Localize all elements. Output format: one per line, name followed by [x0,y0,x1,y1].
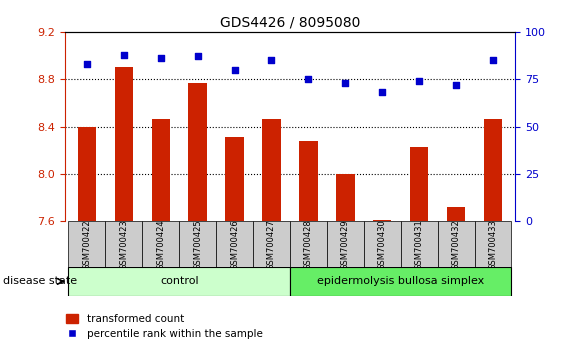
Point [304,76,313,82]
Text: GSM700429: GSM700429 [341,219,350,270]
Bar [364,221,401,267]
Bar [484,119,502,221]
Bar [105,221,142,267]
Point [267,57,276,63]
Point [341,80,350,86]
Point [82,61,91,67]
Point [452,82,461,88]
Bar [475,221,511,267]
Bar [262,119,281,221]
Bar [327,221,364,267]
Point [156,56,165,61]
Bar [290,267,511,296]
Point [193,54,202,59]
Bar [225,137,244,221]
Bar [401,221,437,267]
Text: GSM700424: GSM700424 [156,219,165,270]
Text: GSM700428: GSM700428 [304,219,313,270]
Text: epidermolysis bullosa simplex: epidermolysis bullosa simplex [317,276,484,286]
Bar [290,221,327,267]
Bar [437,221,475,267]
Bar [216,221,253,267]
Bar [179,221,216,267]
Point [489,57,498,63]
Text: GSM700433: GSM700433 [489,219,498,270]
Bar [410,147,428,221]
Text: GSM700422: GSM700422 [82,219,91,270]
Bar [373,220,391,221]
Bar [253,221,290,267]
Bar [78,127,96,221]
Title: GDS4426 / 8095080: GDS4426 / 8095080 [220,15,360,29]
Bar [142,221,179,267]
Text: GSM700427: GSM700427 [267,219,276,270]
Text: GSM700426: GSM700426 [230,219,239,270]
Text: GSM700432: GSM700432 [452,219,461,270]
Bar [151,119,170,221]
Text: GSM700423: GSM700423 [119,219,128,270]
Bar [447,207,465,221]
Text: GSM700425: GSM700425 [193,219,202,270]
Bar [69,221,105,267]
Point [230,67,239,73]
Text: disease state: disease state [3,276,77,286]
Text: GSM700431: GSM700431 [415,219,424,270]
Bar [69,267,290,296]
Legend: transformed count, percentile rank within the sample: transformed count, percentile rank withi… [61,310,266,343]
Point [378,90,387,95]
Bar [115,67,133,221]
Bar [336,174,355,221]
Text: GSM700430: GSM700430 [378,219,387,270]
Bar [189,83,207,221]
Point [415,78,424,84]
Bar [299,141,318,221]
Point [119,52,128,57]
Text: control: control [160,276,199,286]
